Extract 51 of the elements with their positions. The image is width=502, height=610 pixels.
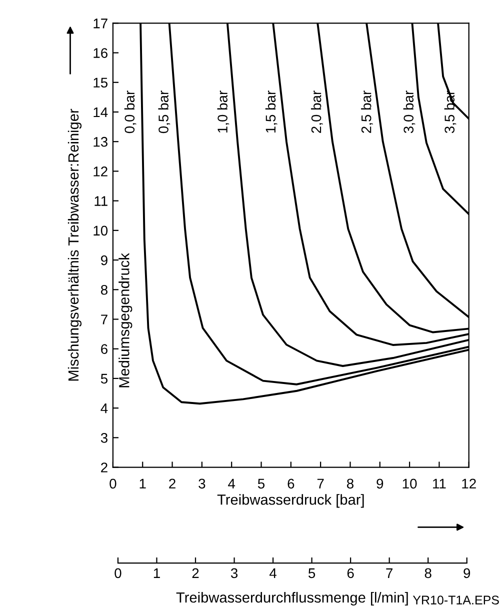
x-axis-title: Treibwasserdruck [bar] <box>217 494 364 508</box>
y-tick-label: 7 <box>101 314 108 324</box>
text: 0,5 bar <box>158 90 170 134</box>
y-tick-label: 16 <box>94 48 108 58</box>
x-tick-label: 10 <box>402 478 417 489</box>
x-tick-label: 8 <box>346 478 354 489</box>
y-tick-label: 12 <box>94 166 108 176</box>
x-tick-label: 9 <box>376 478 384 489</box>
x2-tick-label: 2 <box>192 568 199 578</box>
y-tick-label: 6 <box>101 344 108 354</box>
y-tick-label: 10 <box>94 226 108 236</box>
x2-tick-label: 3 <box>230 568 238 578</box>
text: 1,0 bar <box>217 90 230 133</box>
x-tick-label: 11 <box>433 478 446 488</box>
x2-tick-label: 8 <box>424 568 432 578</box>
annotation: Mediumsgegendruck <box>118 253 132 388</box>
text: 2,5 bar <box>361 90 373 133</box>
x2-tick-label: 4 <box>269 568 276 578</box>
y-tick-label: 13 <box>94 136 108 147</box>
y-tick-label: 15 <box>94 78 108 88</box>
y-tick-label: 8 <box>100 284 108 295</box>
y-tick-label: 2 <box>101 462 108 472</box>
x-tick-label: 2 <box>169 478 176 488</box>
y-tick-label: 17 <box>94 18 108 28</box>
x2-tick-label: 7 <box>386 568 392 578</box>
x2-tick-label: 9 <box>464 568 470 578</box>
y-tick-label: 9 <box>101 255 108 266</box>
text: YR10-T1A.EPS <box>412 596 499 604</box>
x-tick-label: 4 <box>228 478 236 488</box>
x-tick-label: 0 <box>110 478 116 489</box>
x-tick-label: 5 <box>258 478 265 489</box>
text: 3,0 bar <box>403 90 416 134</box>
x-tick-label: 7 <box>317 478 324 488</box>
y-tick-label: 3 <box>100 432 108 443</box>
x-tick-label: 12 <box>462 478 476 488</box>
x-tick-label: 1 <box>140 478 146 488</box>
x-tick-label: 6 <box>288 478 294 489</box>
text: 2,0 bar <box>310 90 323 133</box>
x2-axis-title: Treibwasserdurchflussmenge [l/min] <box>176 592 408 606</box>
y-tick-label: 4 <box>100 404 108 414</box>
text: 1,5 bar <box>265 90 278 133</box>
y-tick-label: 11 <box>94 196 108 206</box>
x-tick-label: 3 <box>198 478 206 489</box>
x2-tick-label: 6 <box>347 568 354 578</box>
text: 0,0 bar <box>124 90 136 134</box>
y-axis-title: Mischungsverhältnis Treibwasser:Reiniger <box>68 108 82 381</box>
x2-tick-label: 1 <box>154 568 160 578</box>
x2-tick-label: 0 <box>114 568 122 578</box>
y-tick-label: 14 <box>94 107 108 118</box>
x2-tick-label: 5 <box>308 568 316 578</box>
y-tick-label: 5 <box>100 374 108 384</box>
